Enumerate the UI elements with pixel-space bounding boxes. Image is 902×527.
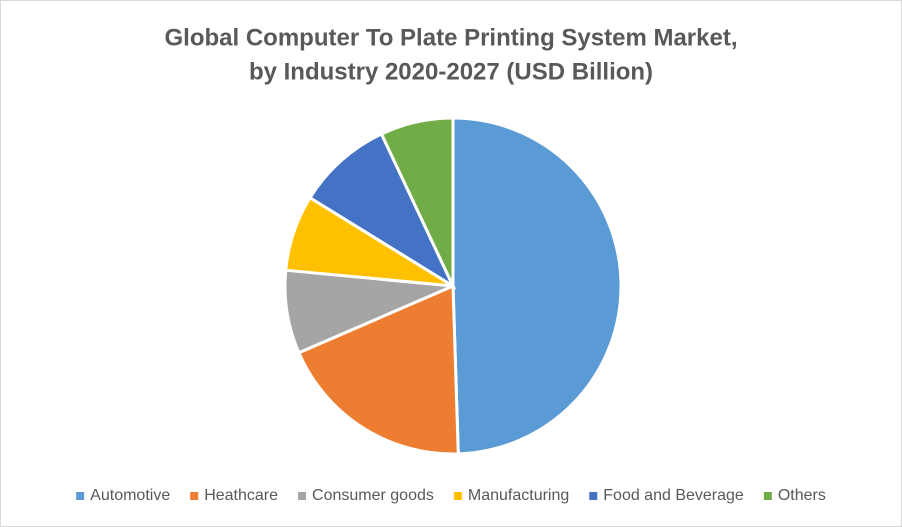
legend-label: Automotive — [90, 487, 170, 504]
chart-title: Global Computer To Plate Printing System… — [165, 24, 738, 51]
legend: Automotive Heathcare Consumer goods Manufac… — [76, 487, 826, 504]
pie-slice — [451, 116, 623, 456]
legend-swatch — [298, 492, 307, 500]
legend-swatch — [763, 492, 772, 500]
legend-label: Heathcare — [204, 487, 278, 504]
legend-swatch — [190, 492, 199, 500]
pie — [283, 116, 623, 456]
legend-label: Manufacturing — [468, 487, 569, 504]
legend-label: Consumer goods — [312, 487, 434, 504]
pie-slice — [307, 131, 457, 290]
legend-label: Food and Beverage — [603, 487, 744, 504]
pie-slice — [379, 116, 455, 287]
legend-label: Others — [778, 487, 826, 504]
legend-swatch — [76, 492, 85, 500]
legend-swatch — [589, 492, 598, 500]
chart-subtitle: by Industry 2020-2027 (USD Billion) — [249, 58, 653, 85]
pie-slice — [296, 283, 460, 456]
legend-swatch — [453, 492, 462, 500]
